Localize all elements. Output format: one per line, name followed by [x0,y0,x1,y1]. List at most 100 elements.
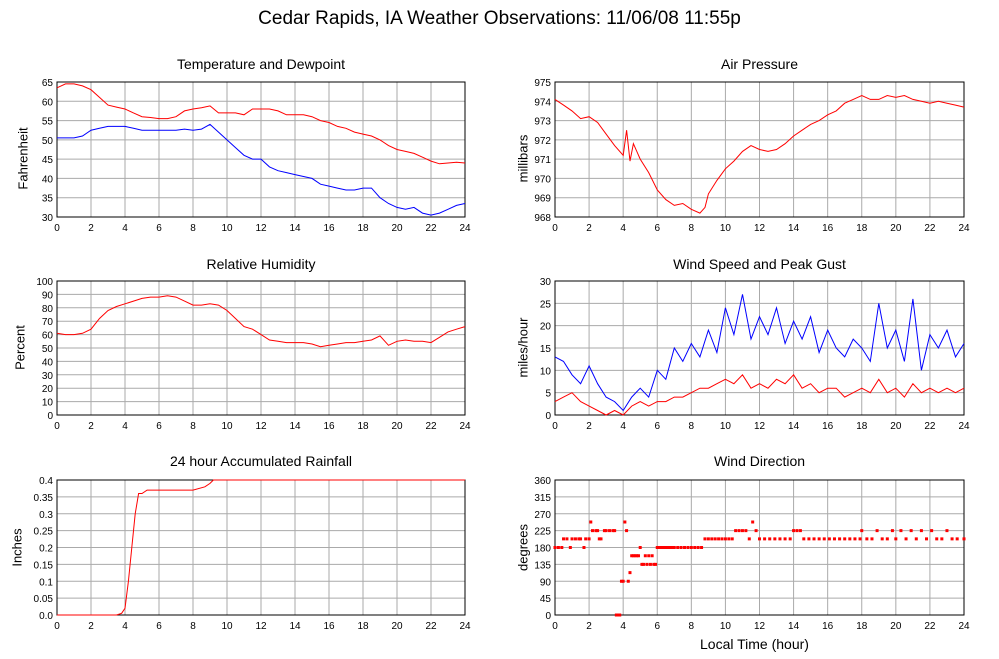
humidity-xtick-label: 10 [221,421,233,432]
wind-ytick-label: 5 [545,389,551,400]
direction-point [894,537,898,541]
direction-ytick-label: 0 [545,611,551,622]
x-axis-label: Local Time (hour) [700,636,809,652]
direction-plot: 0 2 4 6 8 10 12 14 16 18 20 22 240459013518022527031… [534,476,970,632]
direction-xtick-label: 6 [654,621,660,632]
direction-point [812,537,816,541]
humidity-ytick-label: 40 [42,357,54,368]
humidity-xtick-label: 0 [54,421,60,432]
humidity-xtick-label: 12 [255,421,267,432]
direction-point [667,546,671,549]
direction-point [802,537,806,541]
direction-point [710,537,714,541]
temp-xtick-label: 14 [289,223,301,234]
direction-point [807,537,811,541]
direction-point [626,579,630,583]
direction-ytick-label: 315 [534,493,551,504]
direction-point [788,537,792,541]
rain-ytick-label: 0.3 [39,510,53,521]
humidity-xtick-label: 24 [459,421,471,432]
rain-ytick-label: 0.35 [34,493,54,504]
direction-point [832,537,836,541]
direction-point [870,537,874,541]
pressure-xtick-label: 14 [788,223,800,234]
pressure-ytick-label: 975 [534,78,551,89]
wind-xtick-label: 24 [958,421,970,432]
humidity-ytick-label: 30 [42,371,54,382]
wind-series-line [554,373,965,416]
temp-xtick-label: 16 [323,223,335,234]
main-title: Cedar Rapids, IA Weather Observations: 1… [258,8,741,29]
direction-point [565,537,569,541]
direction-point [654,562,658,566]
temp-series-line [56,83,466,165]
rain-title: 24 hour Accumulated Rainfall [169,453,353,469]
direction-point [935,537,939,541]
temp-xtick-label: 6 [156,223,162,234]
direction-point [730,537,734,541]
humidity-ytick-label: 100 [36,277,53,288]
rain-ytick-label: 0.15 [34,560,54,571]
direction-point [792,529,796,533]
direction-point [553,546,557,549]
direction-point [758,537,761,541]
direction-point [638,546,642,549]
wind-xtick-label: 18 [856,421,868,432]
direction-xtick-label: 10 [720,621,732,632]
wind-ytick-label: 0 [545,411,551,422]
wind-xtick-label: 14 [788,421,800,432]
direction-point [720,537,724,541]
humidity-ytick-label: 90 [42,290,54,301]
direction-point [945,529,949,533]
direction-point [919,529,923,533]
direction-xtick-label: 18 [856,621,868,632]
direction-point [587,537,591,541]
rain-ytick-label: 0.4 [39,476,53,487]
wind-xtick-label: 20 [890,421,902,432]
wind-xtick-label: 10 [720,421,732,432]
direction-point [955,537,959,541]
direction-point [660,546,664,549]
temp-xtick-label: 20 [391,223,403,234]
direction-point [596,529,600,533]
temp-ytick-label: 65 [42,78,54,89]
wind-xtick-label: 8 [689,421,695,432]
direction-point [838,537,842,541]
rain-xtick-label: 8 [190,621,196,632]
direction-point [648,562,652,566]
direction-point [664,546,668,549]
wind-title: Wind Speed and Peak Gust [673,256,846,272]
humidity-xtick-label: 20 [391,421,403,432]
rain-series-line [57,479,465,616]
humidity-ytick-label: 80 [42,304,54,315]
pressure-frame [554,81,965,218]
humidity-title: Relative Humidity [206,256,316,272]
humidity-ytick-label: 20 [42,384,54,395]
temp-xtick-label: 2 [88,223,94,234]
direction-point [925,537,929,541]
pressure-xtick-label: 6 [654,223,660,234]
direction-point [621,579,625,583]
humidity-ytick-label: 50 [42,344,54,355]
direction-ytick-label: 360 [534,476,551,487]
temp-xtick-label: 0 [54,223,60,234]
wind-xtick-label: 22 [924,421,936,432]
direction-xtick-label: 0 [552,621,558,632]
direction-ytick-label: 180 [534,544,551,555]
humidity-xtick-label: 6 [156,421,162,432]
wind-frame [554,280,965,416]
pressure-xtick-label: 8 [689,223,695,234]
direction-point [633,554,637,558]
humidity-xtick-label: 4 [122,421,128,432]
direction-point [625,529,629,533]
direction-point [751,520,755,524]
direction-point [858,537,862,541]
direction-point [783,537,787,541]
direction-point [686,546,690,549]
humidity-xtick-label: 16 [323,421,335,432]
pressure-xtick-label: 12 [754,223,766,234]
temp-title: Temperature and Dewpoint [176,56,346,72]
direction-point [597,537,601,541]
direction-point [645,562,649,566]
